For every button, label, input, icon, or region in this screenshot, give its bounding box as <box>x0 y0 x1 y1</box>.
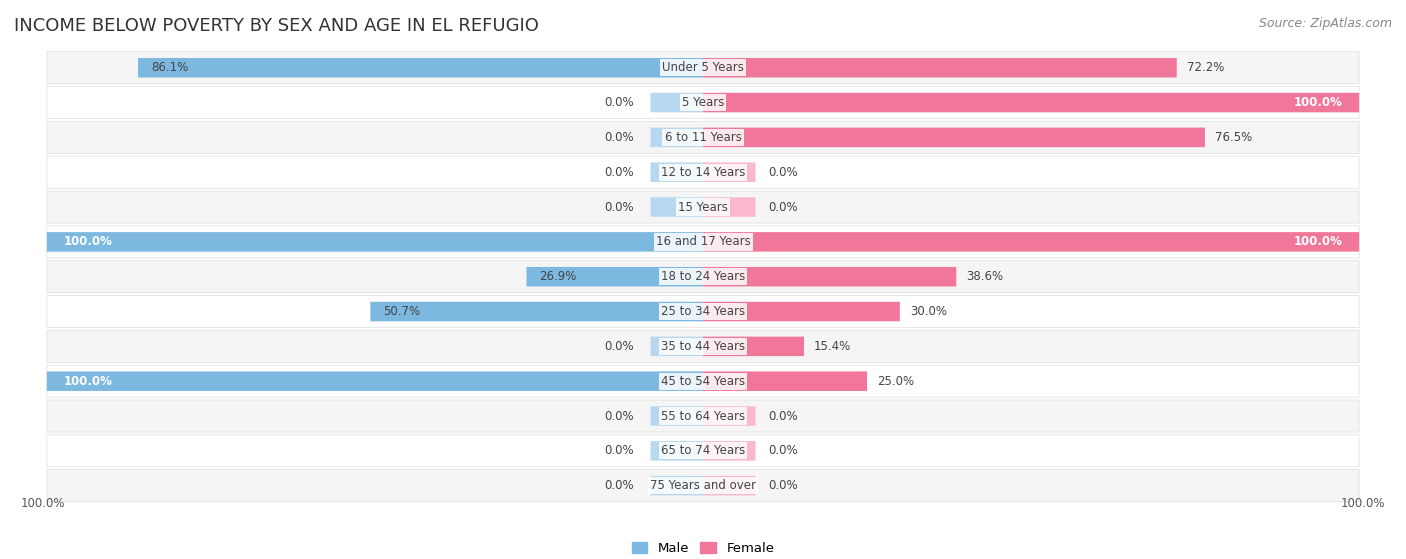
Text: 72.2%: 72.2% <box>1187 61 1225 74</box>
FancyBboxPatch shape <box>651 337 703 356</box>
FancyBboxPatch shape <box>703 93 1360 112</box>
Text: 12 to 14 Years: 12 to 14 Years <box>661 165 745 179</box>
FancyBboxPatch shape <box>703 58 1177 78</box>
Text: 0.0%: 0.0% <box>769 165 799 179</box>
Text: 0.0%: 0.0% <box>605 444 634 457</box>
Text: 0.0%: 0.0% <box>605 165 634 179</box>
FancyBboxPatch shape <box>703 232 1360 252</box>
FancyBboxPatch shape <box>370 302 703 321</box>
FancyBboxPatch shape <box>651 476 703 495</box>
Text: 15 Years: 15 Years <box>678 201 728 214</box>
Text: 100.0%: 100.0% <box>63 235 112 248</box>
FancyBboxPatch shape <box>651 93 703 112</box>
Text: 6 to 11 Years: 6 to 11 Years <box>665 131 741 144</box>
Text: 65 to 74 Years: 65 to 74 Years <box>661 444 745 457</box>
FancyBboxPatch shape <box>651 441 703 461</box>
FancyBboxPatch shape <box>703 476 755 495</box>
Text: 0.0%: 0.0% <box>605 96 634 109</box>
FancyBboxPatch shape <box>46 470 1360 502</box>
Text: 0.0%: 0.0% <box>769 410 799 423</box>
FancyBboxPatch shape <box>46 87 1360 119</box>
FancyBboxPatch shape <box>651 197 703 217</box>
Text: 100.0%: 100.0% <box>63 375 112 388</box>
Text: 0.0%: 0.0% <box>605 410 634 423</box>
Text: 86.1%: 86.1% <box>152 61 188 74</box>
FancyBboxPatch shape <box>651 406 703 426</box>
Text: 100.0%: 100.0% <box>21 497 65 510</box>
FancyBboxPatch shape <box>703 441 755 461</box>
FancyBboxPatch shape <box>46 435 1360 467</box>
Text: 45 to 54 Years: 45 to 54 Years <box>661 375 745 388</box>
Text: 16 and 17 Years: 16 and 17 Years <box>655 235 751 248</box>
FancyBboxPatch shape <box>46 371 703 391</box>
Text: 55 to 64 Years: 55 to 64 Years <box>661 410 745 423</box>
FancyBboxPatch shape <box>703 197 755 217</box>
FancyBboxPatch shape <box>46 121 1360 153</box>
FancyBboxPatch shape <box>703 127 1205 147</box>
Text: Source: ZipAtlas.com: Source: ZipAtlas.com <box>1258 17 1392 30</box>
FancyBboxPatch shape <box>703 267 956 286</box>
Text: 0.0%: 0.0% <box>769 479 799 492</box>
Text: 0.0%: 0.0% <box>769 444 799 457</box>
FancyBboxPatch shape <box>651 127 703 147</box>
Text: 0.0%: 0.0% <box>769 201 799 214</box>
Text: 38.6%: 38.6% <box>966 270 1004 283</box>
FancyBboxPatch shape <box>651 163 703 182</box>
Text: 15.4%: 15.4% <box>814 340 851 353</box>
Text: 75 Years and over: 75 Years and over <box>650 479 756 492</box>
FancyBboxPatch shape <box>46 156 1360 188</box>
FancyBboxPatch shape <box>138 58 703 78</box>
FancyBboxPatch shape <box>703 337 804 356</box>
FancyBboxPatch shape <box>46 232 703 252</box>
FancyBboxPatch shape <box>703 371 868 391</box>
Legend: Male, Female: Male, Female <box>631 542 775 555</box>
Text: 50.7%: 50.7% <box>384 305 420 318</box>
Text: 0.0%: 0.0% <box>605 479 634 492</box>
Text: 76.5%: 76.5% <box>1215 131 1251 144</box>
FancyBboxPatch shape <box>46 51 1360 84</box>
FancyBboxPatch shape <box>46 260 1360 293</box>
FancyBboxPatch shape <box>46 330 1360 362</box>
Text: 30.0%: 30.0% <box>910 305 946 318</box>
FancyBboxPatch shape <box>46 296 1360 328</box>
Text: 100.0%: 100.0% <box>1341 497 1385 510</box>
FancyBboxPatch shape <box>46 400 1360 432</box>
Text: 25.0%: 25.0% <box>877 375 914 388</box>
Text: 26.9%: 26.9% <box>540 270 576 283</box>
FancyBboxPatch shape <box>526 267 703 286</box>
Text: 0.0%: 0.0% <box>605 340 634 353</box>
Text: 100.0%: 100.0% <box>1294 96 1343 109</box>
FancyBboxPatch shape <box>46 191 1360 223</box>
Text: Under 5 Years: Under 5 Years <box>662 61 744 74</box>
FancyBboxPatch shape <box>46 226 1360 258</box>
Text: 100.0%: 100.0% <box>1294 235 1343 248</box>
Text: 25 to 34 Years: 25 to 34 Years <box>661 305 745 318</box>
Text: INCOME BELOW POVERTY BY SEX AND AGE IN EL REFUGIO: INCOME BELOW POVERTY BY SEX AND AGE IN E… <box>14 17 538 35</box>
FancyBboxPatch shape <box>703 163 755 182</box>
FancyBboxPatch shape <box>703 302 900 321</box>
Text: 5 Years: 5 Years <box>682 96 724 109</box>
Text: 35 to 44 Years: 35 to 44 Years <box>661 340 745 353</box>
FancyBboxPatch shape <box>703 406 755 426</box>
FancyBboxPatch shape <box>46 365 1360 397</box>
Text: 0.0%: 0.0% <box>605 201 634 214</box>
Text: 18 to 24 Years: 18 to 24 Years <box>661 270 745 283</box>
Text: 0.0%: 0.0% <box>605 131 634 144</box>
